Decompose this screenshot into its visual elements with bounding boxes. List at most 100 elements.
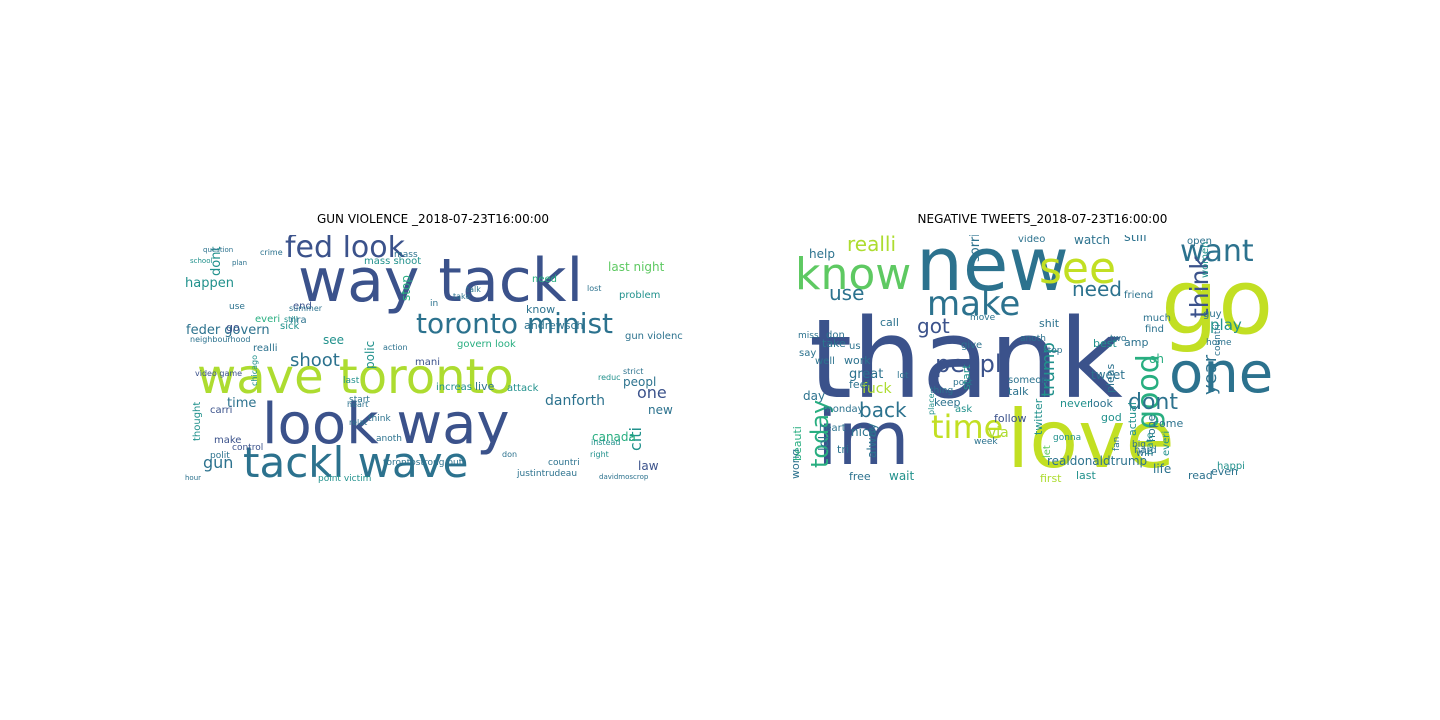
cloud-word: gun violenc <box>625 331 683 342</box>
cloud-word: open <box>1187 236 1212 247</box>
cloud-word: hard <box>1134 445 1157 456</box>
cloud-word: need <box>1072 277 1122 301</box>
cloud-word: instead <box>591 438 621 447</box>
cloud-word: friend <box>1124 290 1153 301</box>
cloud-word: carri <box>210 405 232 416</box>
cloud-word: video <box>1018 235 1045 245</box>
cloud-word: right <box>590 450 609 459</box>
cloud-word: canada <box>592 430 636 444</box>
cloud-word: twitter <box>1032 398 1045 435</box>
cloud-word: take <box>453 292 470 301</box>
cloud-word: go <box>226 321 240 334</box>
cloud-word: alway <box>865 423 879 458</box>
cloud-word: beauti <box>793 426 804 461</box>
cloud-word: well <box>815 356 835 367</box>
cloud-word: women <box>1200 241 1211 278</box>
cloud-word: feder govern <box>186 323 270 338</box>
cloud-word: year <box>1200 354 1221 395</box>
cloud-word: come <box>1153 417 1183 430</box>
cloud-word: neighbourhood <box>190 335 251 344</box>
cloud-word: call <box>880 316 899 329</box>
cloud-word: realli <box>847 235 896 256</box>
cloud-word: post <box>953 378 973 388</box>
cloud-word: crime <box>260 248 283 257</box>
cloud-word: god <box>1101 411 1122 424</box>
cloud-word: stop <box>399 275 413 301</box>
cloud-word: talk <box>1008 385 1029 398</box>
cloud-word: justintrudeau <box>516 469 577 479</box>
cloud-word: oh <box>1149 352 1164 366</box>
cloud-word: fuck <box>862 381 892 397</box>
cloud-word: world <box>793 449 802 479</box>
cloud-word: hate <box>1145 432 1156 455</box>
cloud-word: someon <box>1008 375 1048 386</box>
cloud-word: sick <box>280 321 299 332</box>
cloud-word: torontostrong put <box>383 458 463 468</box>
cloud-word: don <box>502 450 517 459</box>
cloud-word: peopl <box>623 375 656 389</box>
cloud-word: place <box>927 393 936 415</box>
cloud-word: week <box>974 437 998 447</box>
cloud-word: increas <box>436 382 472 393</box>
cloud-word: play <box>1210 316 1242 334</box>
cloud-word: mass <box>394 250 418 260</box>
cloud-word: question <box>203 246 233 254</box>
cloud-word: don <box>826 330 845 341</box>
cloud-word: even <box>1211 465 1238 478</box>
cloud-word: love <box>1007 393 1175 484</box>
cloud-word: lot <box>897 371 909 381</box>
cloud-word: law <box>638 459 659 473</box>
cloud-word: last <box>1076 469 1097 482</box>
cloud-word: end <box>293 301 312 312</box>
cloud-word: find <box>1145 324 1164 335</box>
wordcloud-panel-gun-violence: GUN VIOLENCE _2018-07-23T16:00:00 wave t… <box>183 212 683 484</box>
cloud-word: make <box>927 284 1020 324</box>
cloud-word: watch <box>1074 235 1110 247</box>
cloud-word: need <box>532 274 557 285</box>
cloud-word: point victim <box>318 474 371 484</box>
cloud-word: know <box>795 249 911 300</box>
cloud-word: time <box>931 408 1003 446</box>
cloud-word: shit <box>1039 317 1060 330</box>
cloud-word: realli <box>253 343 278 354</box>
cloud-word: good <box>1131 354 1166 429</box>
cloud-word: nra <box>290 315 307 326</box>
cloud-word: work <box>844 354 871 367</box>
cloud-word: know <box>526 303 555 316</box>
cloud-word: great <box>849 367 883 382</box>
cloud-word: trump <box>1038 342 1059 397</box>
cloud-word: countri <box>548 458 580 468</box>
cloud-word: heart <box>347 400 368 409</box>
cloud-word: relat <box>349 418 367 427</box>
cloud-word: school <box>190 257 212 265</box>
cloud-word: help <box>809 247 835 261</box>
cloud-word: big <box>1132 440 1146 450</box>
cloud-word: way tackl <box>298 246 583 316</box>
cloud-word: start <box>960 364 973 390</box>
cloud-word: home <box>1206 338 1232 348</box>
cloud-word: chicago <box>250 355 259 386</box>
cloud-word: talk <box>466 285 481 294</box>
cloud-word: first <box>1040 472 1062 484</box>
cloud-word: dont <box>1128 390 1178 415</box>
cloud-word: mass shoot <box>364 256 421 267</box>
cloud-word: everi <box>1161 431 1172 456</box>
cloud-word: plan <box>232 259 247 267</box>
cloud-word: danforth <box>545 393 605 409</box>
cloud-word: think <box>1185 255 1214 318</box>
cloud-word: start <box>349 395 370 405</box>
cloud-word: want <box>1180 235 1254 269</box>
cloud-word: amp <box>1124 336 1148 349</box>
cloud-word: nice <box>851 425 876 439</box>
panel-title: NEGATIVE TWEETS_2018-07-23T16:00:00 <box>917 212 1168 226</box>
cloud-word: andrewsch <box>524 319 584 332</box>
cloud-word: win <box>1136 448 1153 459</box>
cloud-word: in <box>430 299 438 309</box>
cloud-word: tackl wave <box>243 438 468 484</box>
cloud-word: best <box>1093 337 1117 350</box>
cloud-word: back <box>859 398 907 422</box>
cloud-word: keep <box>934 396 961 409</box>
cloud-word: gun <box>203 453 233 472</box>
cloud-word: give <box>961 340 982 351</box>
cloud-word: polit <box>210 451 230 461</box>
